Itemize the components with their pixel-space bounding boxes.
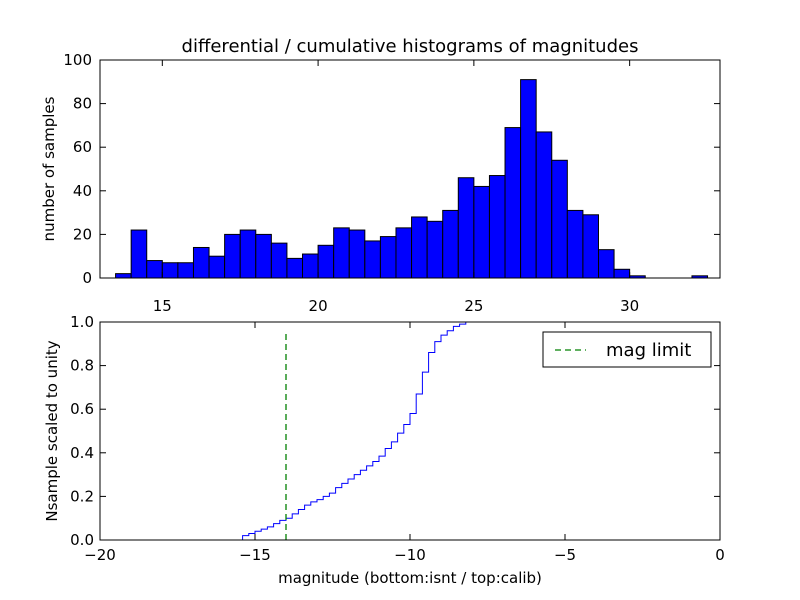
y-tick-label: 1.0 bbox=[70, 313, 94, 331]
x-tick-label: 15 bbox=[153, 297, 172, 315]
histogram-bar bbox=[613, 268, 631, 279]
histogram-bar bbox=[302, 253, 319, 279]
cumulative-series bbox=[100, 321, 720, 541]
histogram-bar bbox=[224, 233, 241, 279]
histogram-bar bbox=[535, 131, 553, 279]
x-tick-label: −20 bbox=[84, 546, 116, 564]
histogram-bar bbox=[192, 246, 210, 279]
x-tick-label: −10 bbox=[394, 546, 426, 564]
x-tick-label: 0 bbox=[715, 546, 725, 564]
histogram-bar bbox=[442, 209, 459, 279]
histogram-bar bbox=[566, 209, 584, 279]
histogram-bar bbox=[411, 216, 428, 279]
histogram-bar bbox=[333, 227, 350, 279]
y-tick-label: 0.8 bbox=[70, 357, 94, 375]
y-tick-label: 100 bbox=[63, 51, 92, 69]
y-tick-label: 0.2 bbox=[70, 487, 94, 505]
histogram-bar bbox=[395, 227, 413, 279]
cumulative-panel: −20 −15 −10 −5 0 0.0 0.2 0.4 0.6 0.8 1.0 Nsample s… bbox=[43, 313, 725, 587]
y-tick-label: 80 bbox=[73, 95, 92, 113]
histogram-bar bbox=[473, 185, 490, 279]
histogram-bar bbox=[239, 229, 257, 279]
y-tick-label: 40 bbox=[73, 182, 92, 200]
y-tick-label: 0.4 bbox=[70, 444, 94, 462]
histogram-frame bbox=[99, 59, 721, 279]
histogram-bar bbox=[286, 257, 304, 279]
histogram-bar bbox=[426, 220, 444, 279]
histogram-bar bbox=[130, 229, 148, 279]
chart-title: differential / cumulative histograms of … bbox=[182, 36, 639, 57]
y-tick-label: 60 bbox=[73, 138, 92, 156]
cumulative-ylabel: Nsample scaled to unity bbox=[43, 340, 61, 521]
histogram-bar bbox=[488, 175, 506, 279]
x-tick-label: −15 bbox=[239, 546, 271, 564]
cumulative-ticks: −20 −15 −10 −5 0 0.0 0.2 0.4 0.6 0.8 1.0 bbox=[70, 313, 725, 564]
histogram-bar bbox=[520, 79, 537, 279]
histogram-bar bbox=[317, 244, 335, 279]
histogram-ylabel: number of samples bbox=[40, 96, 58, 241]
histogram-bar bbox=[551, 159, 568, 279]
histogram-bar bbox=[177, 262, 194, 279]
histogram-bar bbox=[146, 260, 163, 279]
legend-label-mag-limit: mag limit bbox=[606, 340, 691, 361]
histogram-bar bbox=[161, 262, 179, 279]
histogram-bar bbox=[379, 236, 397, 279]
histogram-bar bbox=[582, 214, 599, 279]
x-tick-label: 20 bbox=[309, 297, 328, 315]
histogram-bars bbox=[115, 79, 709, 279]
y-tick-label: 0.6 bbox=[70, 400, 94, 418]
histogram-bar bbox=[208, 255, 226, 279]
histogram-bar bbox=[348, 229, 366, 279]
histogram-bar bbox=[504, 127, 522, 279]
histogram-bar bbox=[364, 240, 381, 279]
y-tick-label: 0 bbox=[82, 269, 92, 287]
cumulative-xlabel: magnitude (bottom:isnt / top:calib) bbox=[278, 569, 542, 587]
histogram-bar bbox=[270, 242, 288, 279]
x-tick-label: −5 bbox=[554, 546, 576, 564]
histogram-panel: differential / cumulative histograms of … bbox=[40, 36, 721, 315]
histogram-bar bbox=[457, 177, 475, 279]
histogram-bar bbox=[115, 273, 132, 279]
x-tick-label: 30 bbox=[620, 297, 639, 315]
histogram-bar bbox=[255, 233, 272, 279]
cumulative-line bbox=[100, 321, 720, 541]
y-tick-label: 0.0 bbox=[70, 531, 94, 549]
histogram-ticks: 15 20 25 30 0 20 40 60 80 100 bbox=[63, 51, 720, 315]
x-tick-label: 25 bbox=[464, 297, 483, 315]
y-tick-label: 20 bbox=[73, 225, 92, 243]
histogram-bar bbox=[597, 249, 615, 279]
legend: mag limit bbox=[542, 331, 712, 368]
